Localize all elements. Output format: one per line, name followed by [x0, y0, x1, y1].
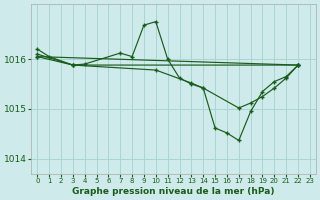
X-axis label: Graphe pression niveau de la mer (hPa): Graphe pression niveau de la mer (hPa)	[72, 187, 275, 196]
